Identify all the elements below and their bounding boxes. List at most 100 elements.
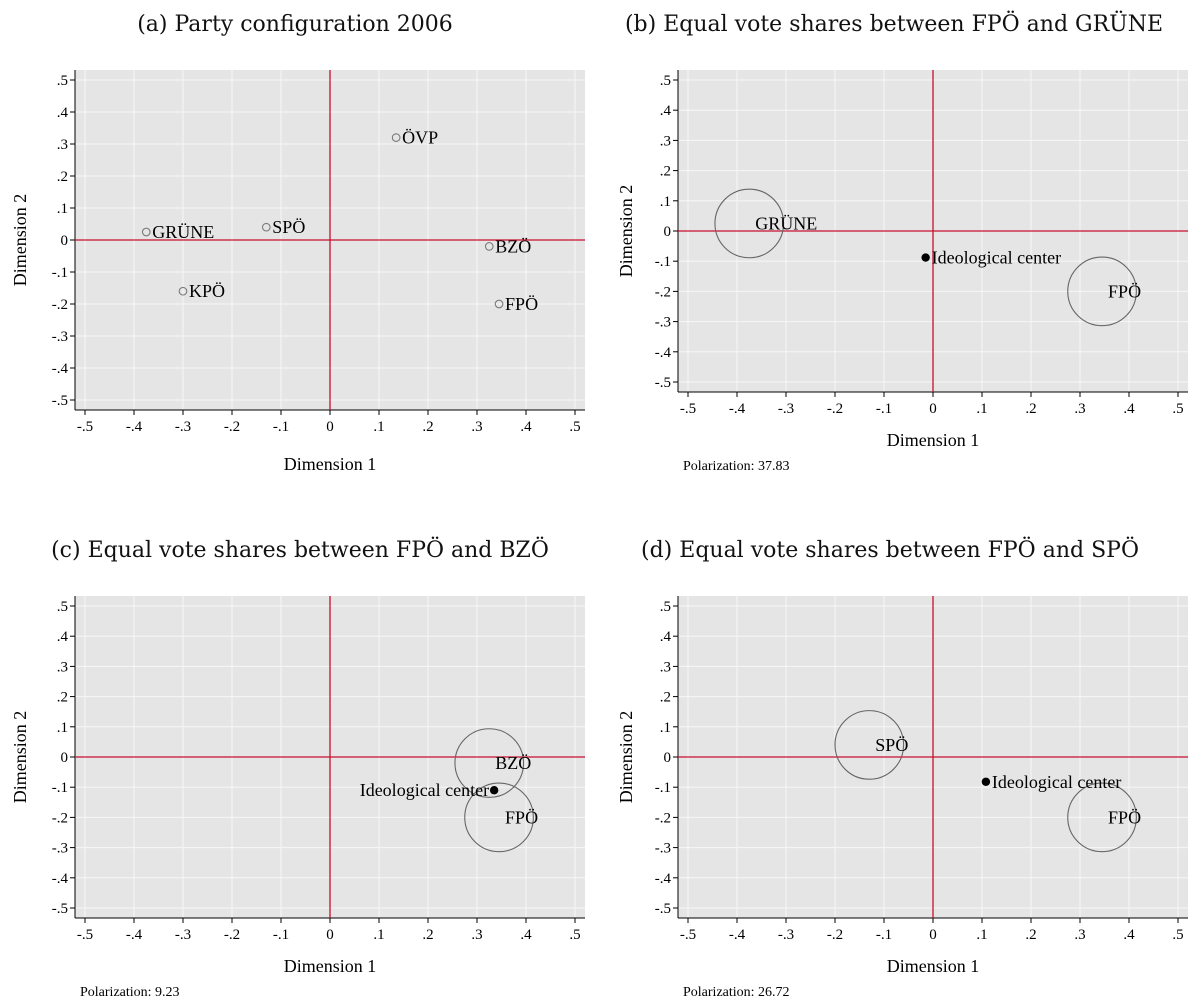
x-tick-label: -.3 — [778, 927, 794, 943]
party-circle — [834, 710, 905, 780]
y-tick-label: .1 — [57, 720, 68, 736]
party-marker — [178, 286, 188, 296]
x-tick-label: .1 — [976, 927, 987, 943]
party-label: SPÖ — [272, 217, 305, 237]
y-tick-label: -.5 — [52, 393, 68, 409]
party-label: KPÖ — [189, 281, 225, 301]
y-tick-label: -.3 — [52, 841, 68, 857]
x-tick-label: .4 — [1123, 401, 1135, 417]
party-marker — [391, 133, 401, 142]
y-tick-label: .5 — [660, 599, 671, 615]
x-tick-label: .2 — [422, 927, 433, 943]
x-tick-label: -.5 — [77, 419, 93, 435]
party-circle-label: GRÜNE — [755, 213, 817, 233]
party-label: ÖVP — [402, 128, 438, 148]
x-tick-label: -.5 — [680, 927, 696, 943]
x-tick-label: -.3 — [778, 401, 794, 417]
party-circle-label: FPÖ — [1108, 807, 1141, 827]
y-tick-label: .2 — [57, 169, 68, 185]
ideological-center-label: Ideological center — [992, 772, 1121, 792]
y-tick-label: -.1 — [655, 254, 671, 270]
x-tick-label: -.5 — [680, 401, 696, 417]
x-axis-title: Dimension 1 — [887, 956, 980, 976]
polarization-note: Polarization: 9.23 — [80, 985, 180, 1000]
y-tick-label: -.2 — [655, 284, 671, 300]
x-tick-label: .4 — [1123, 927, 1135, 943]
polarization-note: Polarization: 37.83 — [683, 459, 790, 474]
y-tick-label: -.2 — [52, 297, 68, 313]
party-marker — [261, 222, 271, 232]
x-tick-label: -.2 — [827, 401, 843, 417]
x-tick-label: -.3 — [175, 927, 191, 943]
y-tick-label: .2 — [660, 690, 671, 706]
x-tick-label: -.4 — [126, 927, 143, 943]
y-tick-label: -.3 — [655, 315, 671, 331]
y-tick-label: -.1 — [52, 780, 68, 796]
y-tick-label: -.5 — [655, 375, 671, 391]
x-tick-label: -.1 — [273, 927, 289, 943]
x-tick-label: .4 — [520, 419, 532, 435]
y-tick-label: -.5 — [655, 901, 671, 917]
x-tick-label: -.2 — [224, 419, 240, 435]
x-tick-label: -.4 — [126, 419, 143, 435]
y-axis-title: Dimension 2 — [10, 711, 30, 804]
y-tick-label: -.1 — [52, 265, 68, 281]
x-tick-label: -.1 — [273, 419, 289, 435]
x-tick-label: -.2 — [827, 927, 843, 943]
ideological-center-point — [981, 777, 991, 786]
panel-d-title: (d) Equal vote shares between FPÖ and SP… — [641, 538, 1139, 563]
y-tick-label: .3 — [57, 137, 68, 153]
y-tick-label: .3 — [660, 133, 671, 149]
x-tick-label: .5 — [1172, 927, 1183, 943]
panel-a: -.5 -.4 -.3 -.2 -.1 0 .1 .2 .3 .4 .5 .5 .4 .3 .2 .1 0 -.1… — [10, 70, 585, 474]
panel-b-title: (b) Equal vote shares between FPÖ and GR… — [624, 12, 1164, 37]
y-tick-label: .5 — [57, 599, 68, 615]
y-tick-label: .4 — [57, 629, 69, 645]
party-circle-label: BZÖ — [495, 753, 531, 773]
y-tick-label: -.2 — [655, 810, 671, 826]
y-tick-label: -.4 — [52, 871, 69, 887]
y-tick-label: -.3 — [52, 329, 68, 345]
y-tick-label: .3 — [57, 659, 68, 675]
ideological-center-label: Ideological center — [932, 248, 1061, 268]
panel-c: -.5 -.4 -.3 -.2 -.1 0 .1 .2 .3 .4 .5 .5 .4 .3 .2 .1 0 -.1… — [10, 596, 585, 1000]
y-tick-label: .1 — [57, 201, 68, 217]
x-tick-label: -.3 — [175, 419, 191, 435]
y-tick-label: .4 — [660, 629, 672, 645]
y-axis-title: Dimension 2 — [616, 711, 636, 804]
x-tick-label: 0 — [929, 927, 937, 943]
y-tick-label: .1 — [660, 194, 671, 210]
y-tick-label: -.3 — [655, 841, 671, 857]
y-tick-label: .1 — [660, 720, 671, 736]
y-axis-title: Dimension 2 — [10, 194, 30, 287]
panel-a-title: (a) Party configuration 2006 — [137, 12, 453, 37]
x-tick-label: .3 — [471, 419, 482, 435]
polarization-note: Polarization: 26.72 — [683, 985, 790, 1000]
x-tick-label: .5 — [569, 419, 580, 435]
y-tick-label: .4 — [57, 105, 69, 121]
x-tick-label: -.5 — [77, 927, 93, 943]
y-tick-label: -.5 — [52, 901, 68, 917]
party-circle-label: FPÖ — [1108, 281, 1141, 301]
x-axis-title: Dimension 1 — [284, 454, 377, 474]
y-tick-label: -.2 — [52, 810, 68, 826]
x-tick-label: .3 — [1074, 401, 1085, 417]
y-tick-label: -.4 — [655, 871, 672, 887]
y-axis-title: Dimension 2 — [616, 185, 636, 278]
ideological-center-point — [921, 253, 930, 262]
x-axis-title: Dimension 1 — [284, 956, 377, 976]
panel-b: -.5 -.4 -.3 -.2 -.1 0 .1 .2 .3 .4 .5 .5 .4 .3 .2 .1 0 -.1… — [616, 70, 1188, 474]
x-tick-label: .1 — [373, 927, 384, 943]
ideological-center-label: Ideological center — [360, 780, 489, 800]
party-label: BZÖ — [495, 236, 531, 256]
x-tick-label: .2 — [1025, 401, 1036, 417]
panel-c-title: (c) Equal vote shares between FPÖ and BZ… — [51, 538, 549, 563]
party-marker — [494, 299, 504, 309]
party-label: GRÜNE — [152, 222, 214, 242]
panel-d: -.5 -.4 -.3 -.2 -.1 0 .1 .2 .3 .4 .5 .5 .4 .3 .2 .1 0 -.1… — [616, 596, 1188, 1000]
x-tick-label: .4 — [520, 927, 532, 943]
x-tick-label: .2 — [422, 419, 433, 435]
x-tick-label: 0 — [929, 401, 937, 417]
x-tick-label: .1 — [976, 401, 987, 417]
party-circle-label: FPÖ — [505, 807, 538, 827]
